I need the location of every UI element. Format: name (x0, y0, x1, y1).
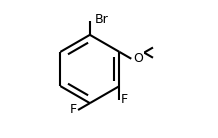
Text: Br: Br (95, 13, 108, 26)
Text: F: F (69, 104, 76, 116)
Text: F: F (121, 93, 128, 106)
Text: O: O (133, 52, 143, 65)
